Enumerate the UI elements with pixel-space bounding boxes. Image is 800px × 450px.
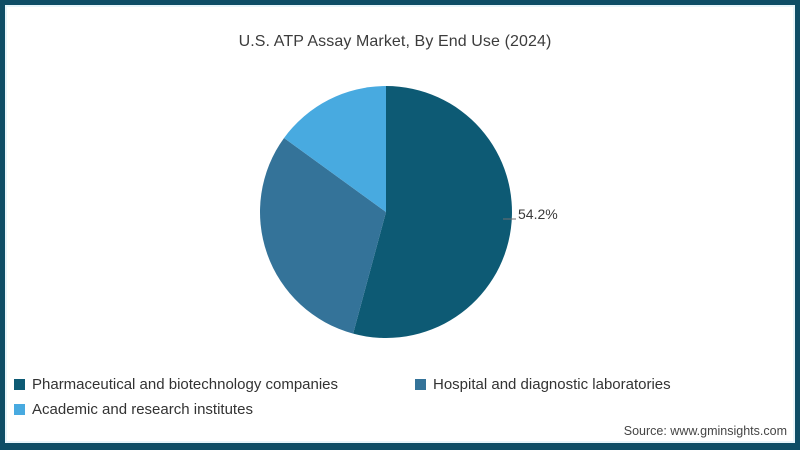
chart-title: U.S. ATP Assay Market, By End Use (2024) [238, 33, 552, 50]
legend-swatch-pharmaceutical-icon [14, 379, 25, 390]
source-credit: Source: www.gminsights.com [623, 424, 787, 438]
pie-slice-2 [284, 86, 386, 212]
legend-label-pharmaceutical: Pharmaceutical and biotechnology compani… [32, 376, 339, 393]
legend-item-academic: Academic and research institutes [14, 401, 253, 418]
legend-swatch-academic-icon [14, 404, 25, 415]
legend-item-pharmaceutical: Pharmaceutical and biotechnology compani… [14, 376, 338, 393]
legend-item-hospital: Hospital and diagnostic laboratories [415, 376, 671, 393]
legend-swatch-hospital-icon [415, 379, 426, 390]
pie-data-label: 54.2% [518, 206, 558, 222]
legend-label-academic: Academic and research institutes [32, 401, 253, 418]
legend-label-hospital: Hospital and diagnostic laboratories [433, 376, 671, 393]
pie-slices [259, 86, 512, 338]
pie-slice-1 [259, 137, 386, 334]
pie-chart [259, 86, 516, 338]
pie-slice-0 [353, 86, 512, 338]
